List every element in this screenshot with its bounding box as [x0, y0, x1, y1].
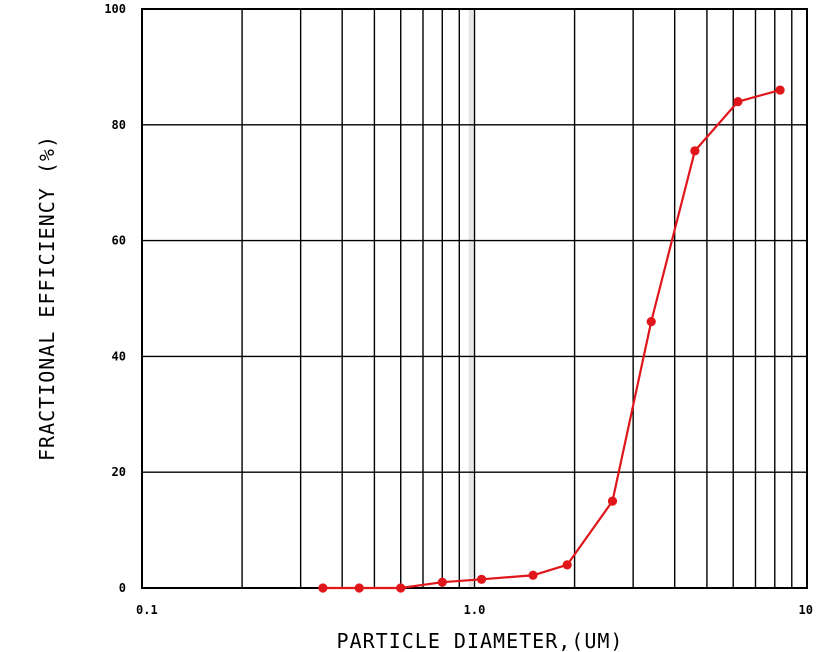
y-tick-label: 80 [112, 118, 126, 132]
data-point [528, 570, 538, 580]
y-tick-label: 60 [112, 234, 126, 248]
x-tick-label: 10 [799, 603, 813, 617]
y-tick-label: 40 [112, 349, 126, 363]
data-point [318, 583, 328, 593]
series-line [322, 88, 781, 590]
data-point [646, 317, 656, 327]
grid-layer [141, 8, 808, 589]
x-tick-labels: 0.1 1.0 10 [136, 603, 813, 617]
y-tick-label: 0 [119, 581, 126, 595]
data-point [437, 577, 447, 587]
series-layer [318, 85, 785, 593]
data-point [690, 146, 700, 156]
y-tick-label: 20 [112, 465, 126, 479]
x-tick-label: 0.1 [136, 603, 158, 617]
y-tick-labels: 0 20 40 60 80 100 [104, 2, 126, 595]
y-axis-title: FRACTIONAL EFFICIENCY (%) [35, 135, 59, 461]
data-point [733, 97, 743, 107]
data-point [562, 560, 572, 570]
data-point [354, 583, 364, 593]
data-point [476, 574, 487, 584]
highlight-band-layer [468, 9, 474, 588]
data-point [607, 496, 618, 506]
data-point [775, 85, 785, 95]
x-axis-title: PARTICLE DIAMETER,(UM) [337, 629, 624, 652]
plot-frame [141, 8, 808, 589]
tick-labels-layer: 0 20 40 60 80 100 0.1 1.0 10 [104, 2, 813, 617]
y-tick-label: 100 [104, 2, 126, 16]
x-tick-label: 1.0 [464, 603, 486, 617]
data-point [396, 583, 406, 593]
highlight-band [468, 9, 474, 588]
